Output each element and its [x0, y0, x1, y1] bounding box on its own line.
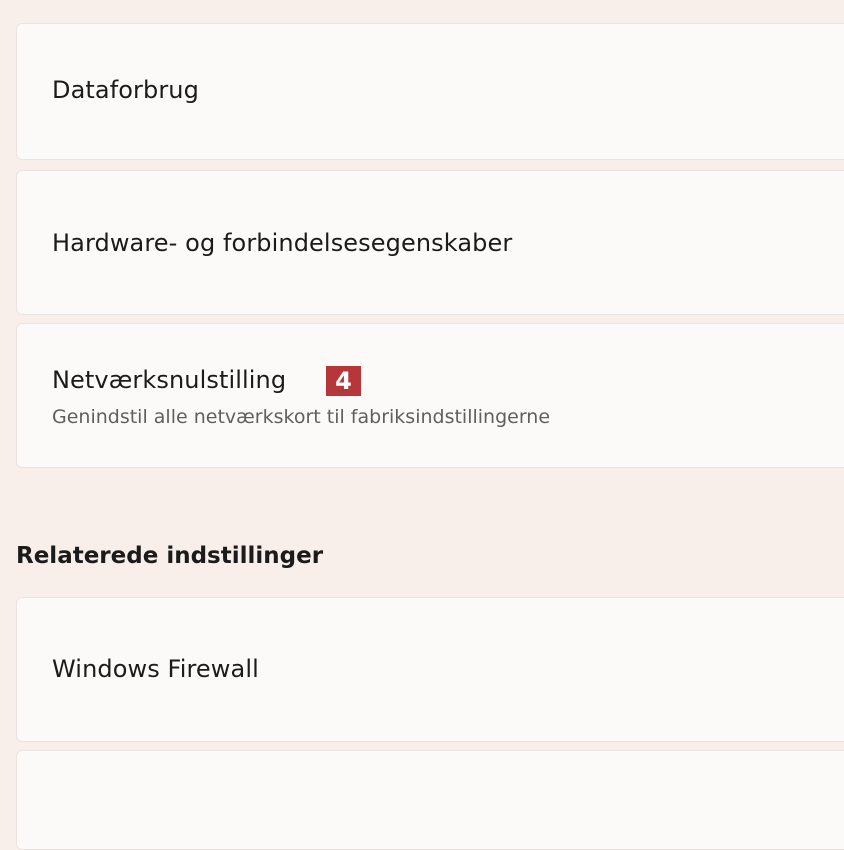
card-title: Windows Firewall [52, 655, 259, 683]
data-usage-card[interactable]: Dataforbrug [16, 23, 844, 160]
card-title: Netværksnulstilling [52, 366, 287, 394]
hardware-properties-card[interactable]: Hardware- og forbindelsesegenskaber [16, 170, 844, 315]
related-settings-card[interactable] [16, 750, 844, 850]
network-reset-card[interactable]: Netværksnulstilling 4 Genindstil alle ne… [16, 323, 844, 468]
card-subtitle: Genindstil alle netværkskort til fabriks… [52, 406, 551, 428]
card-title: Hardware- og forbindelsesegenskaber [52, 229, 513, 257]
related-settings-header: Relaterede indstillinger [16, 543, 324, 569]
step-badge: 4 [326, 366, 361, 396]
windows-firewall-card[interactable]: Windows Firewall [16, 597, 844, 742]
card-title: Dataforbrug [52, 76, 199, 104]
